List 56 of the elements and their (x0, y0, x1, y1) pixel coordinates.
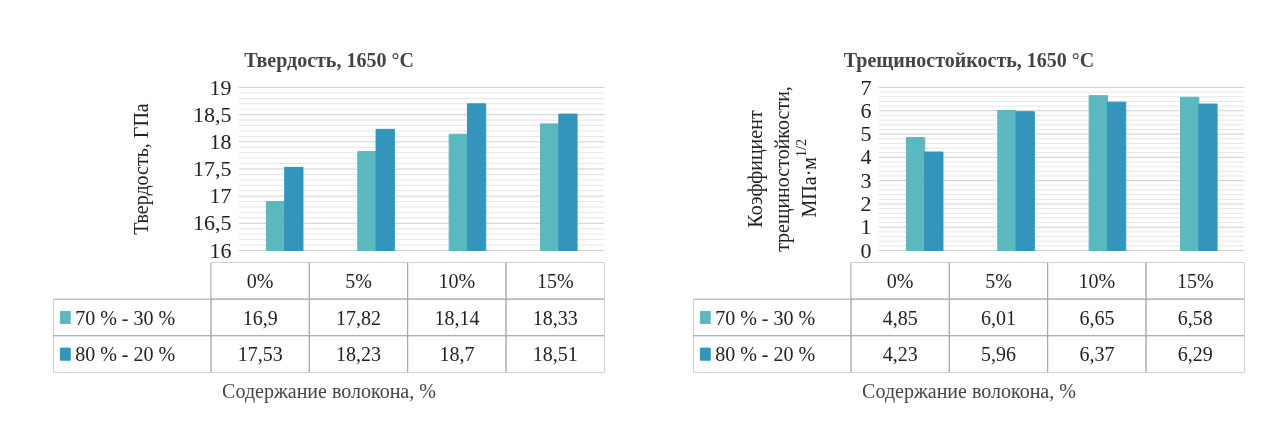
y-tick-label: 16,5 (193, 210, 232, 236)
x-tick-label: 0% (886, 269, 914, 292)
y-tick-label: 18 (209, 128, 232, 154)
data-label: 5,96 (981, 343, 1017, 366)
x-tick-label: 10% (438, 269, 476, 292)
bar (1015, 111, 1035, 251)
data-label: 18,51 (532, 343, 578, 366)
data-label: 18,33 (532, 306, 578, 329)
data-label: 6,37 (1079, 343, 1115, 366)
y-tick-label: 4 (860, 144, 872, 170)
data-label: 16,9 (242, 306, 278, 329)
data-label: 6,58 (1177, 306, 1213, 329)
data-label: 4,23 (882, 343, 918, 366)
y-tick-label: 1 (860, 214, 872, 240)
y-tick-label: 6 (860, 97, 872, 123)
data-label: 18,23 (336, 343, 382, 366)
data-label: 17,53 (237, 343, 283, 366)
x-tick-label: 0% (246, 269, 274, 292)
x-tick-label: 5% (985, 269, 1012, 292)
data-label: 18,14 (434, 306, 480, 329)
x-tick-label: 15% (1176, 269, 1214, 292)
y-tick-label: 19 (209, 74, 232, 100)
legend-label: 70 % - 30 % (715, 306, 816, 329)
y-tick-label: 7 (860, 74, 872, 100)
legend-label: 70 % - 30 % (75, 306, 176, 329)
legend-label: 80 % - 20 % (715, 343, 816, 366)
x-tick-label: 5% (345, 269, 372, 292)
y-axis-title: Твердость, ГПа (129, 103, 153, 235)
bar (1198, 103, 1218, 251)
data-label: 4,85 (882, 306, 918, 329)
data-label: 17,82 (336, 306, 382, 329)
data-label: 6,29 (1177, 343, 1213, 366)
y-tick-label: 2 (860, 190, 872, 216)
bar (905, 137, 926, 251)
chart-title: Трещиностойкость, 1650 °C (843, 48, 1095, 72)
y-tick-label: 17 (209, 183, 232, 209)
chart-title: Твердость, 1650 °C (244, 48, 414, 72)
data-label: 18,7 (439, 343, 475, 366)
bar (1180, 96, 1200, 251)
legend-label: 80 % - 20 % (75, 343, 176, 366)
y-tick-label: 5 (860, 121, 872, 147)
bar (997, 110, 1017, 251)
y-tick-label: 17,5 (193, 156, 232, 181)
x-tick-label: 10% (1078, 269, 1116, 292)
y-tick-label: 18,5 (193, 101, 232, 127)
x-axis-title: Содержание волокона, % (222, 379, 436, 403)
data-label: 6,01 (981, 306, 1017, 329)
y-tick-label: 3 (860, 167, 872, 193)
bar (1088, 95, 1108, 251)
x-tick-label: 15% (536, 269, 574, 292)
bar (924, 151, 944, 251)
bar (1106, 101, 1127, 251)
data-label: 6,65 (1079, 306, 1115, 329)
x-axis-title: Содержание волокона, % (862, 379, 1076, 403)
y-tick-label: 16 (209, 237, 232, 263)
y-tick-label: 0 (860, 237, 872, 263)
